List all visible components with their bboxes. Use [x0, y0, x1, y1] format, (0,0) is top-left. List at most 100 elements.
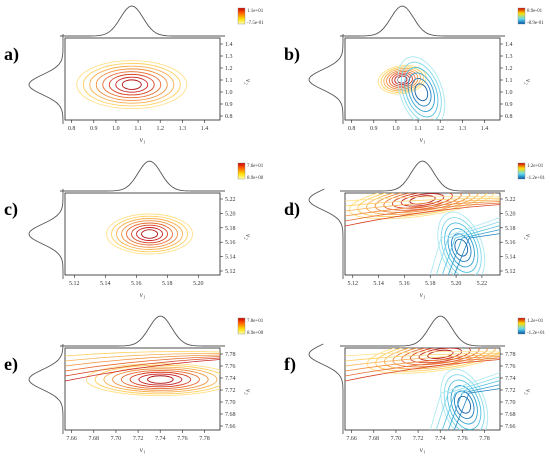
contour-line [451, 233, 472, 262]
contour-line [357, 193, 488, 218]
x-tick-label: 1.3 [459, 126, 467, 132]
panel-b: b) 0.8 0.9 1.0 1.1 1.2 1.3 1.4 ν₁ 1.4 1.3 1.2 1.1 1.0… [284, 5, 544, 144]
contour-line [345, 359, 500, 382]
y-tick-label: 0.8 [505, 114, 513, 120]
contour-line [392, 193, 453, 209]
contour-line [447, 379, 482, 430]
contour-line [454, 390, 475, 420]
contour-line [111, 215, 188, 253]
panel-letter: a) [4, 44, 19, 65]
y-tick-label: 5.22 [505, 197, 516, 203]
left-projection-spectrum [28, 34, 64, 124]
contour-line [404, 67, 439, 118]
x-axis-label: ν₁ [140, 291, 146, 299]
x-tick-label: 5.12 [348, 281, 359, 287]
contour-line [437, 211, 486, 275]
x-tick-label: 7.68 [89, 436, 100, 442]
contour-line [457, 395, 472, 414]
top-projection-spectrum [60, 315, 225, 347]
y-tick-label: 1.4 [505, 42, 513, 48]
colorbar-max-label: 1.2e+01 [527, 164, 544, 169]
contour-line [407, 72, 435, 112]
y-tick-label: 7.68 [225, 412, 236, 418]
panel-a: a) 0.8 0.9 1.0 1.1 1.2 1.3 1.4 ν₁ 1.4 1.3 1.2 1.1 1.0… [4, 5, 264, 144]
y-tick-label: 7.78 [505, 352, 516, 358]
contour-line [106, 213, 193, 255]
colorbar [517, 162, 526, 180]
left-projection-spectrum [28, 189, 64, 279]
x-tick-label: 5.14 [373, 281, 384, 287]
contour-line [383, 348, 497, 370]
contour-line [108, 73, 155, 96]
contour-line [345, 199, 500, 212]
x-tick-label: 5.16 [131, 281, 142, 287]
x-tick-label: 0.8 [348, 126, 356, 132]
y-tick-label: 1.3 [505, 54, 513, 60]
x-axis-label: ν₁ [420, 136, 426, 144]
y-tick-label: 1.3 [225, 54, 233, 60]
contour-line [138, 373, 183, 386]
x-tick-label: 1.3 [179, 126, 187, 132]
contour-line [383, 67, 422, 92]
x-tick-label: 0.9 [370, 126, 378, 132]
contour-line [441, 380, 500, 430]
contour-line [366, 348, 500, 374]
x-tick-label: 0.9 [90, 126, 98, 132]
panel-letter: f) [284, 354, 296, 375]
colorbar [237, 7, 246, 25]
panel-c: c) 5.12 5.14 5.16 5.18 5.20 ν₁ 5.22 5.20 5.18 5.16… [4, 160, 264, 299]
x-tick-label: 7.76 [177, 436, 188, 442]
x-tick-label: 1.4 [201, 126, 209, 132]
contour-line [411, 78, 432, 107]
contour-line [120, 370, 200, 389]
y-tick-label: 5.14 [225, 255, 236, 261]
left-projection-spectrum [308, 188, 344, 279]
contour-line [409, 348, 471, 364]
x-tick-label: 7.78 [199, 436, 210, 442]
y-axis-label: ν₂ [244, 79, 252, 85]
y-tick-label: 7.68 [505, 412, 516, 418]
contour-line [76, 60, 188, 110]
x-axis-label: ν₁ [140, 446, 146, 454]
y-tick-label: 5.20 [225, 211, 236, 217]
x-tick-label: 5.18 [425, 281, 436, 287]
top-projection-spectrum [340, 160, 505, 192]
contour-line [89, 65, 175, 104]
left-projection-spectrum [28, 344, 64, 434]
x-tick-label: 1.4 [481, 126, 489, 132]
colorbar-max-label: 1.1e+01 [247, 9, 264, 14]
colorbar-max-label: 7.6e+01 [247, 164, 264, 169]
x-tick-label: 5.20 [193, 281, 204, 287]
x-tick-label: 7.72 [413, 436, 424, 442]
contour-group [65, 351, 220, 396]
contour-line [397, 56, 446, 120]
contour-line [429, 372, 500, 430]
x-tick-label: 7.70 [391, 436, 402, 442]
y-tick-label: 5.18 [225, 226, 236, 232]
contour-line [65, 359, 220, 382]
contour-group [106, 213, 193, 255]
contour-line [65, 356, 220, 372]
x-axis-label: ν₁ [420, 446, 426, 454]
x-tick-label: 1.2 [156, 126, 164, 132]
contour-line [374, 193, 471, 213]
panel-d: d) 5.12 5.14 5.16 5.18 5.20 5.22 ν₁ 5.22 5.20 5.18… [284, 160, 545, 299]
contour-line [345, 201, 500, 217]
panel-letter: d) [284, 199, 300, 220]
x-tick-label: 5.12 [69, 281, 80, 287]
x-tick-label: 5.22 [477, 281, 488, 287]
colorbar-min-label: -1.2e+01 [527, 331, 545, 336]
contour-line [116, 218, 183, 250]
contour-line [112, 368, 209, 391]
contour-line [65, 351, 220, 357]
y-tick-label: 7.74 [225, 376, 236, 382]
colorbar-min-label: -8.9e-01 [527, 21, 544, 26]
contour-line [447, 384, 500, 430]
colorbar-min-label: 8.9e+00 [247, 331, 264, 336]
y-tick-label: 7.74 [505, 376, 516, 382]
x-tick-label: 5.18 [162, 281, 173, 287]
x-tick-label: 1.1 [134, 126, 142, 132]
x-axis-label: ν₁ [140, 136, 146, 144]
panel-e: e) 7.66 7.68 7.70 7.72 7.74 7.76 7.78 ν₁ 7.78 7.76… [4, 315, 264, 454]
contour-line [453, 388, 500, 430]
